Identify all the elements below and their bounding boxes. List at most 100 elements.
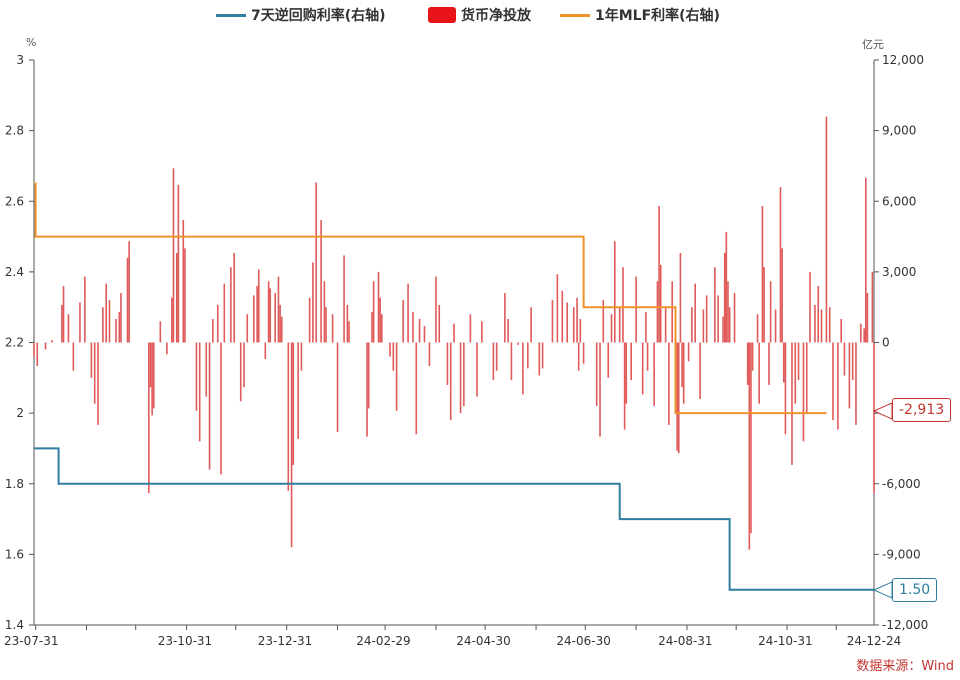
legend-swatch-mlf bbox=[560, 13, 590, 17]
net-injection-bar bbox=[72, 342, 75, 371]
net-injection-bar bbox=[577, 342, 580, 371]
net-injection-bar bbox=[233, 253, 235, 343]
net-injection-bar bbox=[280, 316, 283, 343]
net-injection-bar bbox=[725, 231, 728, 343]
net-injection-bar bbox=[453, 323, 455, 343]
net-injection-bar bbox=[36, 342, 39, 367]
net-injection-bar bbox=[435, 276, 437, 343]
net-injection-bar bbox=[527, 342, 529, 369]
callout-net-injection: -2,913 bbox=[892, 398, 952, 422]
net-injection-bar bbox=[851, 342, 854, 381]
net-injection-bar bbox=[407, 283, 409, 343]
net-injection-bar bbox=[848, 342, 851, 409]
net-injection-bar bbox=[576, 297, 578, 343]
net-injection-bar bbox=[412, 311, 414, 343]
legend-label-net: 货币净投放 bbox=[461, 8, 531, 24]
net-injection-bar bbox=[681, 342, 683, 388]
left-tick-label: 2 bbox=[16, 406, 24, 420]
net-injection-bar bbox=[44, 342, 47, 350]
net-injection-bar bbox=[61, 304, 63, 343]
net-injection-bar bbox=[223, 283, 226, 343]
legend-item-mlf[interactable]: 1年MLF利率(右轴) bbox=[560, 4, 720, 26]
mlf-rate-line bbox=[34, 182, 827, 415]
legend-item-repo[interactable]: 7天逆回购利率(右轴) bbox=[216, 4, 386, 26]
x-tick-label: 24-02-29 bbox=[356, 634, 410, 648]
net-injection-bar bbox=[507, 318, 509, 343]
net-injection-bar bbox=[602, 300, 605, 343]
net-injection-bar bbox=[379, 297, 381, 343]
net-injection-bar bbox=[676, 342, 678, 451]
bars-group bbox=[33, 116, 875, 550]
net-injection-bar bbox=[687, 342, 690, 362]
net-injection-bar bbox=[817, 286, 820, 343]
net-injection-bar bbox=[572, 307, 575, 343]
net-injection-bar bbox=[873, 342, 875, 494]
right-tick-label: -9,000 bbox=[882, 547, 921, 561]
net-injection-bar bbox=[372, 281, 375, 343]
right-tick-label: 12,000 bbox=[882, 53, 924, 67]
net-injection-bar bbox=[750, 342, 752, 534]
net-injection-bar bbox=[159, 321, 162, 343]
net-injection-bar bbox=[115, 318, 117, 343]
net-injection-bar bbox=[198, 342, 201, 442]
net-injection-bar bbox=[768, 342, 770, 385]
right-axis-unit: 亿元 bbox=[862, 38, 884, 51]
repo-rate-line bbox=[34, 447, 874, 591]
net-injection-bar bbox=[510, 342, 513, 381]
net-injection-bar bbox=[277, 276, 280, 343]
net-injection-bar bbox=[561, 290, 564, 343]
net-injection-bar bbox=[702, 309, 705, 343]
net-injection-bar bbox=[769, 281, 772, 343]
net-injection-bar bbox=[522, 342, 524, 395]
callout-repo-pointer bbox=[872, 581, 893, 599]
net-injection-bar bbox=[722, 316, 724, 343]
net-injection-bar bbox=[779, 187, 782, 343]
net-injection-bar bbox=[128, 241, 130, 343]
net-injection-bar bbox=[246, 314, 249, 343]
net-injection-bar bbox=[530, 307, 532, 343]
legend-item-net[interactable]: 货币净投放 bbox=[428, 4, 531, 26]
net-injection-bar bbox=[613, 241, 616, 343]
net-injection-bar bbox=[423, 326, 426, 343]
net-injection-bar bbox=[148, 342, 150, 494]
net-injection-bar bbox=[763, 267, 765, 343]
net-injection-bar bbox=[699, 342, 701, 399]
net-injection-bar bbox=[797, 342, 800, 381]
net-injection-bar bbox=[682, 342, 685, 404]
net-injection-bar bbox=[843, 342, 846, 376]
net-injection-bar bbox=[308, 297, 311, 343]
net-injection-bar bbox=[653, 342, 655, 407]
net-injection-bar bbox=[315, 182, 317, 343]
net-injection-bar bbox=[645, 311, 647, 343]
right-tick-label: -12,000 bbox=[882, 618, 928, 632]
net-injection-bar bbox=[541, 342, 544, 369]
net-injection-bar bbox=[51, 340, 53, 343]
net-injection-bar bbox=[746, 342, 749, 385]
net-injection-bar bbox=[418, 318, 421, 343]
net-injection-bar bbox=[366, 342, 368, 437]
net-injection-bar bbox=[855, 342, 857, 425]
net-injection-bar bbox=[805, 342, 808, 414]
net-injection-bar bbox=[79, 302, 81, 343]
net-injection-bar bbox=[348, 321, 350, 343]
net-injection-bar bbox=[253, 295, 255, 343]
left-axis-unit: % bbox=[26, 36, 37, 49]
net-injection-bar bbox=[166, 342, 168, 355]
net-injection-bar bbox=[794, 342, 797, 404]
net-injection-bar bbox=[659, 264, 662, 343]
net-injection-bar bbox=[172, 168, 175, 343]
net-injection-bar bbox=[492, 342, 495, 381]
net-injection-bar bbox=[287, 342, 290, 491]
net-injection-bar bbox=[257, 269, 260, 343]
x-tick-label: 24-10-31 bbox=[758, 634, 812, 648]
net-injection-bar bbox=[149, 342, 152, 388]
x-tick-label: 24-04-30 bbox=[456, 634, 510, 648]
net-injection-bar bbox=[292, 342, 295, 465]
net-injection-bar bbox=[312, 262, 314, 343]
net-injection-bar bbox=[184, 248, 186, 343]
net-injection-bar bbox=[635, 276, 637, 343]
x-tick-label: 23-07-31 bbox=[4, 634, 58, 648]
net-injection-bar bbox=[93, 342, 96, 404]
left-tick-label: 1.6 bbox=[5, 547, 24, 561]
